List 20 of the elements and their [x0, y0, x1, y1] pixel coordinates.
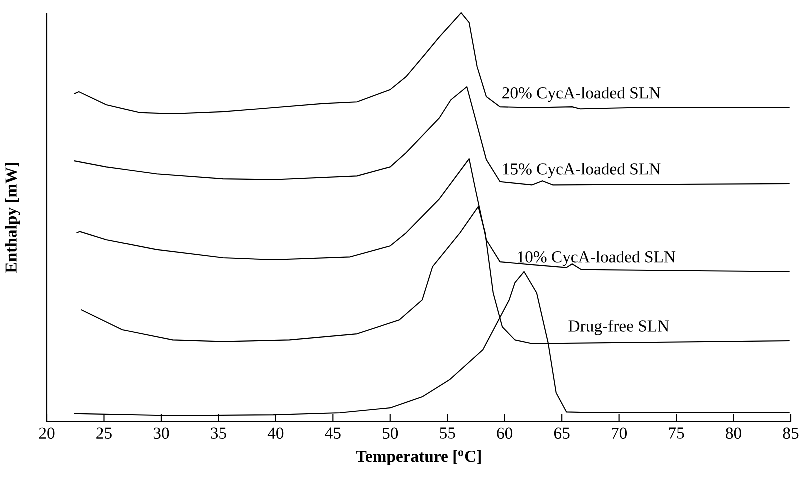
- series-label: Drug-free SLN: [568, 320, 670, 336]
- x-axis-title: Temperature [$^{o}$C]: [356, 450, 481, 466]
- x-tick-label: 30: [154, 428, 170, 440]
- x-tick-label: 40: [268, 428, 284, 440]
- x-tick-label: 35: [211, 428, 226, 440]
- x-tick-label: 45: [325, 428, 341, 439]
- x-tick-label: 50: [383, 428, 398, 440]
- x-tick-label: 75: [669, 428, 684, 439]
- series-label: 20% CycA-loaded SLN: [502, 87, 661, 102]
- x-tick-label: 55: [440, 428, 456, 439]
- series-label: 10% CycA-loaded SLN: [518, 251, 676, 266]
- x-tick-label: 70: [612, 428, 628, 440]
- x-tick-label: 80: [726, 428, 742, 440]
- x-tick-label: 60: [497, 428, 513, 440]
- series-label: 15% CycA-loaded SLN: [503, 163, 661, 178]
- x-tick-label: 20: [39, 428, 55, 440]
- x-tick-label: 25: [96, 428, 112, 440]
- x-tick-label: 85: [783, 428, 799, 440]
- x-tick-label: 65: [554, 428, 570, 440]
- y-axis-title: Enthalpy [mW]: [5, 162, 20, 273]
